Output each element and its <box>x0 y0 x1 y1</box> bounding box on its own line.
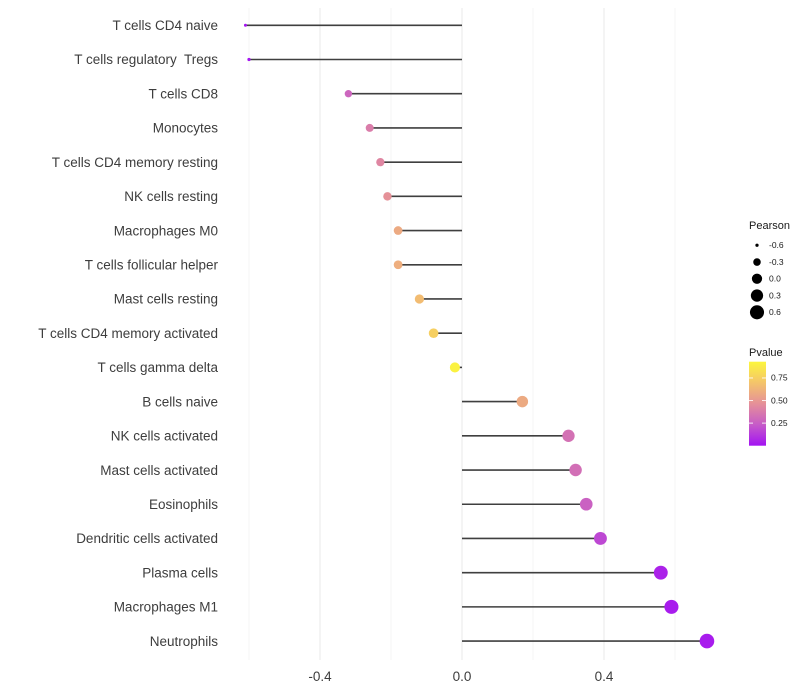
lollipop-dot <box>653 565 668 580</box>
lollipop-dot <box>562 429 575 442</box>
size-legend-dot <box>750 289 764 302</box>
size-legend-dot <box>749 305 765 320</box>
lollipop-dot <box>243 23 247 27</box>
lollipop-dot <box>569 463 582 477</box>
colorbar-tick-label: 0.25 <box>771 418 788 428</box>
lollipop-dot <box>414 294 425 304</box>
lollipop-dot <box>699 633 715 649</box>
lollipop-dot <box>393 260 403 270</box>
category-label: Plasma cells <box>142 565 218 580</box>
size-legend-dot <box>753 258 761 266</box>
colorbar <box>749 361 766 446</box>
category-label: B cells naive <box>142 394 218 409</box>
category-label: Mast cells resting <box>114 292 218 307</box>
colorbar-tick-label: 0.75 <box>771 373 788 383</box>
size-legend-dot <box>751 273 763 284</box>
category-label: T cells CD4 memory resting <box>52 155 218 170</box>
lollipop-dot <box>383 192 392 201</box>
category-label: T cells CD8 <box>148 86 218 101</box>
category-label: Macrophages M1 <box>114 600 218 615</box>
size-legend-dot <box>755 243 759 247</box>
x-tick-label: 0.4 <box>595 669 614 684</box>
size-legend-label: 0.6 <box>769 307 781 317</box>
category-label: Monocytes <box>153 121 219 136</box>
category-label: T cells CD4 naive <box>112 18 218 33</box>
category-label: T cells gamma delta <box>97 360 218 375</box>
color-legend-title: Pvalue <box>749 347 783 359</box>
size-legend-label: 0.0 <box>769 274 781 284</box>
lollipop-dot <box>247 57 251 62</box>
size-legend-title: Pearson <box>749 220 790 232</box>
lollipop-dot <box>428 328 439 338</box>
lollipop-dot <box>376 157 385 167</box>
size-legend-label: 0.3 <box>769 290 781 300</box>
category-label: Mast cells activated <box>100 463 218 478</box>
lollipop-dot <box>664 599 679 614</box>
lollipop-dot <box>393 226 403 235</box>
colorbar-tick-label: 0.50 <box>771 395 788 405</box>
category-label: NK cells resting <box>124 189 218 204</box>
category-label: T cells regulatory Tregs <box>74 52 218 67</box>
x-tick-label: 0.0 <box>453 669 472 684</box>
category-label: Macrophages M0 <box>114 223 218 238</box>
lollipop-dot <box>594 532 607 545</box>
category-label: T cells CD4 memory activated <box>38 326 218 341</box>
category-label: NK cells activated <box>111 429 218 444</box>
lollipop-dot <box>344 90 353 98</box>
category-label: Neutrophils <box>150 634 219 649</box>
lollipop-dot <box>579 497 593 511</box>
size-legend-label: -0.6 <box>769 240 784 250</box>
category-label: Eosinophils <box>149 497 218 512</box>
category-label: Dendritic cells activated <box>76 531 218 546</box>
lollipop-dot <box>365 123 374 132</box>
lollipop-dot <box>516 395 529 408</box>
x-tick-label: -0.4 <box>308 669 332 684</box>
lollipop-dot <box>449 362 460 373</box>
category-label: T cells follicular helper <box>85 257 219 272</box>
size-legend-label: -0.3 <box>769 257 784 267</box>
